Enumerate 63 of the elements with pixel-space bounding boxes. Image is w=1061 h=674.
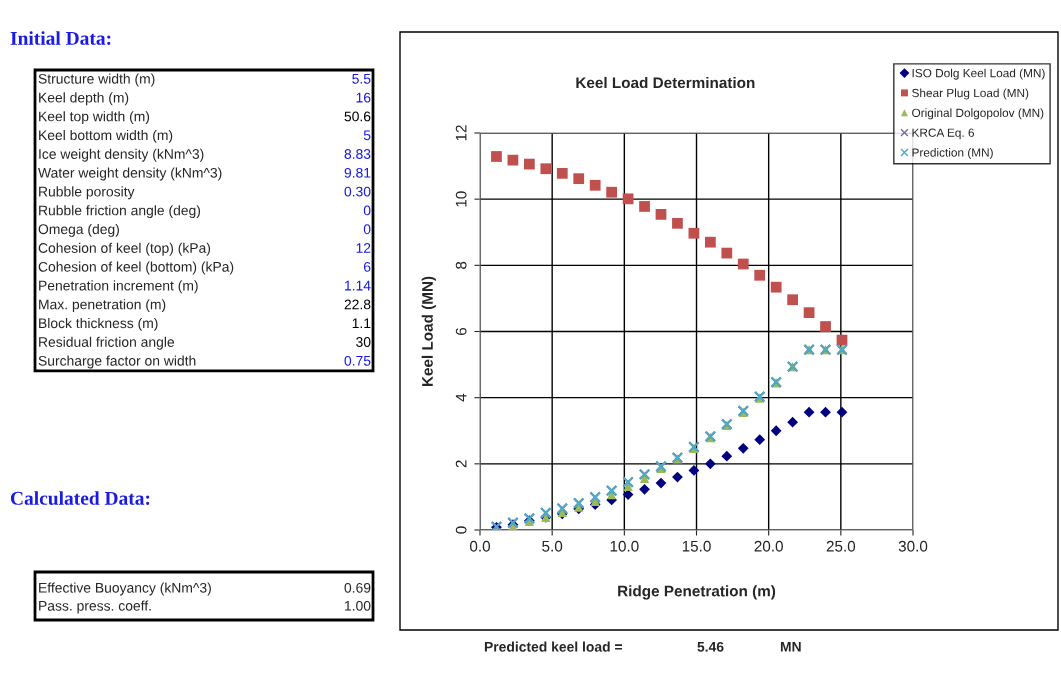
y-tick-label: 6 — [455, 327, 467, 335]
text: 5 — [363, 130, 371, 141]
y-tick-label: 12 — [455, 125, 467, 141]
text: Keel bottom width (m) — [39, 129, 173, 143]
text: Penetration increment (m) — [39, 280, 198, 294]
text: 0 — [363, 205, 371, 216]
x-tick-label: 0.0 — [469, 540, 491, 552]
text: Water weight density (kNm^3) — [38, 167, 222, 181]
y-tick-label: 2 — [455, 460, 467, 468]
text: Initial Data: — [10, 31, 111, 45]
text: Cohesion of keel (bottom) (kPa) — [38, 261, 234, 275]
text: MN — [780, 642, 801, 652]
text: Residual friction angle — [39, 336, 175, 350]
text: 5.5 — [352, 74, 371, 84]
text: Max. penetration (m) — [39, 299, 166, 313]
text: Structure width (m) — [38, 73, 155, 87]
text: 5.46 — [697, 641, 724, 652]
y-tick-label: 10 — [455, 191, 467, 207]
y-tick-label: 0 — [455, 526, 467, 534]
legend-label: Original Dolgopolov (MN) — [912, 108, 1044, 120]
text: 0.30 — [344, 186, 371, 197]
text: Effective Buoyancy (kNm^3) — [39, 582, 211, 596]
text: Cohesion of keel (top) (kPa) — [38, 242, 211, 256]
text: Rubble porosity — [39, 186, 135, 200]
y-axis-title: Keel Load (MN) — [421, 276, 436, 387]
x-axis-title: Ridge Penetration (m) — [618, 585, 776, 600]
text: 0 — [363, 224, 371, 235]
text: Keel top width (m) — [39, 111, 150, 125]
text: 30 — [356, 337, 371, 347]
text: 9.81 — [344, 167, 371, 178]
text: 0.75 — [344, 355, 371, 366]
legend-label: ISO Dolg Keel Load (MN) — [912, 68, 1045, 80]
text: Keel depth (m) — [39, 92, 129, 106]
text: Surcharge factor on width — [38, 355, 196, 369]
text: 1.14 — [345, 280, 371, 291]
x-tick-label: 5.0 — [542, 540, 563, 552]
text: 0.69 — [344, 582, 371, 593]
text: 1.1 — [352, 318, 371, 328]
legend-label: Shear Plug Load (MN) — [912, 88, 1029, 100]
x-tick-label: 10.0 — [610, 540, 639, 552]
x-tick-label: 25.0 — [826, 540, 856, 552]
text: Block thickness (m) — [39, 317, 158, 331]
text: Omega (deg) — [38, 223, 119, 237]
x-tick-label: 30.0 — [898, 540, 928, 552]
x-tick-label: 15.0 — [682, 540, 711, 552]
text: Predicted keel load = — [484, 641, 622, 652]
text: 12 — [356, 243, 371, 253]
text: 8.83 — [344, 149, 371, 159]
text: 22.8 — [344, 299, 371, 310]
chart-title: Keel Load Determination — [576, 76, 755, 89]
x-tick-label: 20.0 — [754, 540, 783, 552]
text: 6 — [363, 261, 371, 272]
y-tick-label: 4 — [455, 393, 467, 402]
text: Rubble friction angle (deg) — [39, 205, 201, 219]
text: Ice weight density (kNm^3) — [39, 148, 204, 162]
text: Calculated Data: — [10, 491, 150, 505]
text: Pass. press. coeff. — [39, 600, 151, 614]
text: 16 — [356, 92, 371, 103]
text: 50.6 — [344, 111, 371, 122]
y-tick-label: 8 — [455, 261, 467, 269]
legend-label: Prediction (MN) — [912, 148, 993, 160]
text: 1.00 — [345, 600, 371, 611]
legend-label: KRCA Eq. 6 — [912, 128, 975, 140]
